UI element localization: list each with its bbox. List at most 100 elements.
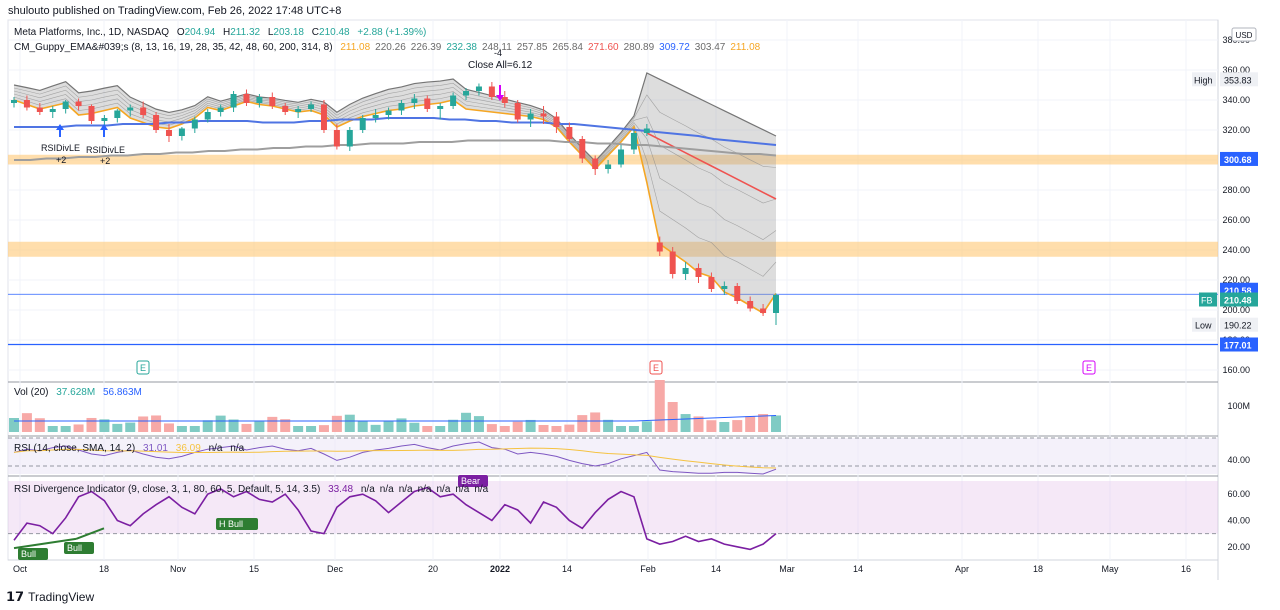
rdi-na: n/a (436, 484, 451, 495)
volume-bar (499, 426, 510, 432)
candle-body (579, 139, 586, 159)
volume-bar (344, 414, 355, 432)
candle-body (114, 110, 121, 118)
candle-body (385, 110, 392, 115)
guppy-value: 220.26 (375, 42, 406, 53)
earnings-event-label: E (1086, 363, 1092, 373)
guppy-inner-line (13, 82, 777, 168)
volume-bar (564, 424, 575, 432)
candle-body (178, 128, 185, 136)
last-ema-value: 210.58 (1224, 286, 1252, 296)
candle-body (553, 116, 560, 127)
volume-legend: Vol (20) 37.628M 56.863M (14, 387, 147, 398)
rdi-na: n/a (360, 484, 375, 495)
time-tick-label: Feb (640, 564, 656, 574)
rsidiv-label: RSIDivLE (86, 145, 125, 155)
volume-bar (745, 416, 756, 432)
close-all-count: -4 (494, 48, 502, 58)
candle-body (153, 115, 160, 130)
candle-body (320, 104, 327, 130)
volume-bar (577, 415, 588, 432)
tradingview-logo[interactable]: 𝟭𝟳 TradingView (6, 589, 94, 605)
rdi-tick-label: 60.00 (1227, 489, 1250, 499)
earnings-event-icon (649, 360, 663, 375)
time-tick-label: 18 (99, 564, 109, 574)
volume-bar (34, 418, 45, 432)
volume-bar (138, 416, 149, 432)
price-tick-label: 160.00 (1222, 365, 1250, 375)
volume-bar (525, 419, 536, 432)
volume-bar (357, 421, 368, 432)
candle-body (656, 242, 663, 252)
candle-body (359, 118, 366, 130)
earnings-event-icon (1082, 360, 1096, 375)
guppy-value: 309.72 (659, 42, 690, 53)
candle-body (669, 251, 676, 274)
currency-box (1231, 27, 1257, 42)
candle-body (346, 130, 353, 147)
rsi-ma-line (13, 447, 777, 469)
time-tick-label: May (1101, 564, 1119, 574)
candle-body (165, 130, 172, 136)
volume-bar (267, 416, 278, 432)
bull-label: Bull (21, 549, 36, 559)
close-label: C (311, 27, 320, 38)
rdi-na: n/a (417, 484, 432, 495)
high-label: H (222, 27, 231, 38)
rsidiv-label: RSIDivLE (41, 143, 80, 153)
volume-bar (47, 426, 58, 432)
last-price-value: 210.48 (1224, 296, 1252, 306)
low-price-tag (1220, 317, 1258, 332)
volume-bar (318, 425, 329, 432)
guppy-value: 211.08 (340, 42, 371, 53)
h-bull-label: H Bull (219, 519, 243, 529)
symbol-tag (1199, 292, 1217, 307)
guppy-inner-line (13, 95, 777, 277)
symbol-name: Meta Platforms, Inc., 1D, NASDAQ (14, 27, 170, 38)
guppy-value: 257.85 (516, 42, 548, 53)
time-tick-label: Dec (327, 564, 344, 574)
candle-body (49, 109, 56, 112)
candle-body (127, 107, 134, 111)
price-tick-label: 340.00 (1222, 95, 1250, 105)
guppy-value: 211.08 (730, 42, 761, 53)
rdi-na: n/a (398, 484, 413, 495)
low-price-value: 190.22 (1224, 321, 1252, 331)
volume-bar (486, 424, 497, 432)
time-tick-label: 14 (711, 564, 721, 574)
rsi-legend: RSI (14, close, SMA, 14, 2) 31.01 36.09 … (14, 443, 249, 454)
volume-bar (706, 420, 717, 432)
candle-body (140, 107, 147, 115)
high-marker-label: High (1194, 75, 1213, 85)
volume-ma-value: 56.863M (102, 387, 142, 398)
guppy-value: 280.89 (623, 42, 655, 53)
volume-bar (512, 421, 523, 432)
rsi-ma-value: 36.09 (175, 443, 201, 454)
price-tick-label: 220.00 (1222, 275, 1250, 285)
volume-bar (603, 419, 614, 432)
volume-name: Vol (20) (14, 387, 49, 398)
volume-bar (112, 423, 123, 432)
candle-body (36, 107, 43, 112)
last-price-value-tag (1220, 292, 1258, 307)
volume-bar (473, 416, 484, 432)
time-tick-label: Nov (170, 564, 187, 574)
rsi-value: 31.01 (142, 443, 168, 454)
sell-arrow-icon (496, 85, 504, 101)
candle-body (488, 86, 495, 97)
guppy-name: CM_Guppy_EMA&#039;s (8, 13, 16, 19, 28, … (14, 42, 333, 53)
volume-bar (590, 412, 601, 432)
rdi-na-values: n/a n/a n/a n/a n/a n/a n/a (361, 484, 493, 495)
rsi-na-1: n/a (208, 443, 223, 454)
volume-bar (641, 421, 652, 432)
volume-bar (383, 421, 394, 432)
volume-bar (125, 422, 136, 432)
volume-bar (680, 414, 691, 432)
buy-arrow-icon (100, 124, 108, 137)
volume-bar (693, 416, 704, 432)
candle-body (618, 149, 625, 165)
volume-bar (215, 415, 226, 432)
high-price-tag (1220, 72, 1258, 87)
volume-bar (654, 380, 665, 432)
